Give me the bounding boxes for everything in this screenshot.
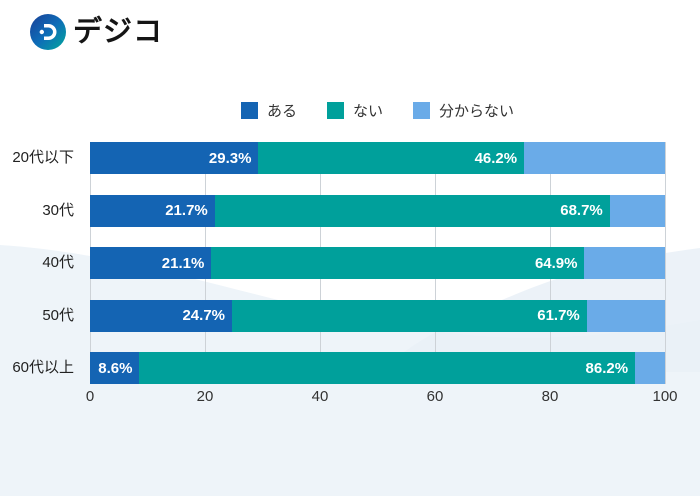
category-label: 40代	[42, 254, 74, 271]
legend-item: ある	[240, 100, 297, 121]
bar-value-label: 24.7%	[182, 307, 226, 324]
x-tick-label: 80	[541, 388, 559, 405]
bar-row: 21.1% 64.9%	[90, 247, 665, 279]
legend-swatch	[413, 102, 430, 119]
category-label: 30代	[42, 201, 74, 219]
bar-row: 24.7% 61.7%	[90, 299, 665, 332]
bar-row: 21.7% 68.7%	[90, 194, 665, 227]
digico-logo-icon	[30, 14, 66, 50]
legend-item: ない	[326, 100, 383, 121]
gridline	[664, 142, 666, 384]
x-tick-label: 100	[652, 388, 678, 405]
bar-segment: 46.2%	[258, 142, 525, 174]
bar-value-label: 29.3%	[208, 149, 252, 167]
bar-segment: 64.9%	[211, 247, 585, 279]
x-tick-label: 60	[426, 388, 444, 405]
legend-label: ある	[266, 103, 297, 120]
legend-label: 分からない	[439, 103, 515, 120]
bar-segment: 68.7%	[214, 194, 610, 227]
x-tick-label: 40	[311, 388, 329, 405]
value-axis: 0 20 40 60 80 100	[86, 388, 678, 408]
bar-segment	[586, 299, 665, 332]
bar-segment: 21.7%	[90, 194, 215, 227]
bar-value-label: 86.2%	[585, 359, 629, 377]
category-label: 50代	[42, 306, 74, 324]
bar-segment	[635, 352, 665, 384]
bar-segment: 8.6%	[90, 352, 140, 384]
bar-row: 29.3% 46.2%	[90, 142, 665, 174]
bar-value-label: 21.7%	[165, 202, 208, 219]
legend-label: ない	[352, 103, 383, 120]
bar-value-label: 64.9%	[534, 254, 578, 272]
bar-value-label: 46.2%	[474, 149, 518, 167]
bar-row: 8.6% 86.2%	[90, 352, 665, 384]
category-label: 20代以下	[12, 149, 74, 166]
chart-legend: ある ない 分からない	[90, 100, 665, 121]
bar-value-label: 61.7%	[537, 307, 580, 324]
x-tick-label: 0	[85, 388, 95, 405]
bar-value-label: 21.1%	[161, 254, 205, 272]
bar-segment: 29.3%	[90, 142, 259, 174]
legend-swatch	[240, 102, 258, 119]
category-axis: 20代以下 30代 40代 50代 60代以上	[0, 142, 86, 384]
x-tick-label: 20	[196, 388, 214, 405]
bar-segment	[609, 194, 665, 227]
bar-segment: 21.1%	[90, 247, 212, 279]
plot-area: 29.3% 46.2% 21.7% 68.7% 21.1% 64.9% 24.7% 61.7%…	[89, 142, 666, 384]
bar-segment	[524, 142, 665, 174]
bar-segment	[584, 247, 665, 279]
brand-logo: デジコ	[30, 14, 163, 50]
legend-item: 分からない	[413, 100, 514, 121]
brand-name: デジコ	[73, 16, 164, 48]
bar-segment: 86.2%	[139, 352, 636, 384]
legend-swatch	[326, 102, 344, 119]
bar-value-label: 8.6%	[98, 359, 133, 377]
bar-segment: 24.7%	[90, 299, 233, 332]
bar-value-label: 68.7%	[560, 202, 603, 219]
bar-segment: 61.7%	[232, 299, 587, 332]
category-label: 60代以上	[12, 359, 74, 376]
